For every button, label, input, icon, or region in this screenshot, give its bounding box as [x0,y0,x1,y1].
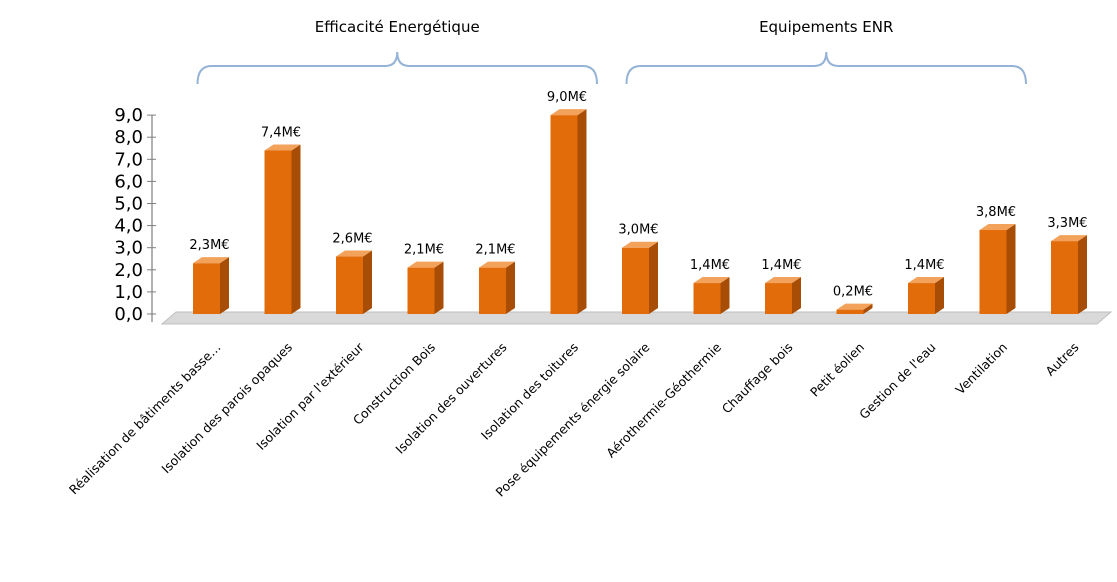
y-tick-label: 8,0 [114,127,143,148]
category-group: Equipements ENR [625,18,1027,85]
x-axis-labels: Réalisation de bâtiments basse…Isolation… [66,339,1082,500]
group-label: Efficacité Energétique [315,18,480,36]
bar-side [363,250,372,314]
bar-front [407,267,435,314]
bar [908,277,944,314]
x-tick-label: Ventilation [952,340,1010,398]
bar-top [264,144,301,151]
bar [693,277,730,314]
bar-side [720,277,730,314]
data-label: 3,3M€ [1047,216,1087,231]
bar-side [434,261,444,314]
bar-front [765,283,792,314]
bar-side [577,109,587,314]
bar-top [622,241,658,248]
data-label: 3,0M€ [618,223,658,238]
bar-top [979,224,1016,231]
y-tick-label: 6,0 [114,171,143,192]
data-label: 3,8M€ [976,205,1016,220]
y-tick-label: 3,0 [114,238,143,259]
x-tick-label: Gestion de l'eau [856,340,938,422]
data-label: 9,0M€ [547,90,587,105]
bar-front [193,263,220,314]
bar-front [693,283,721,314]
bar [765,277,801,314]
group-label: Equipements ENR [759,18,893,36]
bar-top [693,277,730,284]
bar-side [935,277,944,314]
y-tick-label: 1,0 [114,282,143,303]
bar [1051,235,1087,314]
data-label: 2,3M€ [189,238,229,253]
bar [407,261,444,314]
bar-front [979,230,1007,314]
x-tick-label: Autres [1042,340,1081,379]
bar-top [908,277,944,284]
x-tick-label: Isolation des parois opaques [158,340,295,477]
bar-front [479,267,506,314]
bar-front [1051,241,1078,314]
bar-top [765,277,801,284]
bar-front [336,256,363,314]
bar [979,224,1016,314]
bar-front [264,150,292,314]
bar-front [550,115,578,314]
category-groups: Efficacité Energétique Equipements ENR [196,18,1027,85]
bar-side [506,261,515,314]
data-label: 2,1M€ [475,243,515,258]
y-tick-label: 5,0 [114,194,143,215]
data-label: 2,1M€ [404,243,444,258]
bars [193,109,1087,314]
group-brace [625,51,1027,85]
bar-front [836,309,864,314]
x-tick-label: Aérothermie-Géothermie [603,339,724,460]
data-label: 7,4M€ [261,125,301,140]
data-label: 1,4M€ [904,258,944,273]
bar [336,250,372,314]
data-labels: 2,3M€ 7,4M€ 2,6M€ 2,1M€ 2,1M€ 9,0M€ 3,0M€ 1,4M€… [189,90,1087,299]
chart-floor [160,311,1113,325]
bar [622,241,658,314]
x-tick-label: Pose équipements énergie solaire [493,339,653,499]
bar [264,144,301,314]
data-label: 0,2M€ [833,285,873,300]
bar [836,303,873,314]
y-tick-label: 7,0 [114,149,143,170]
data-label: 1,4M€ [690,258,730,273]
x-tick-label: Chauffage bois [719,340,796,417]
bar-side [1006,224,1016,314]
bar-side [291,144,301,314]
bar-top [336,250,372,257]
bar-top [836,303,873,310]
y-tick-label: 9,0 [114,105,143,126]
group-brace [196,51,598,85]
y-axis: 0,01,02,03,04,05,06,07,08,09,0 [114,105,156,325]
bar-front [622,247,649,314]
bar [479,261,515,314]
bar-top [550,109,587,116]
data-label: 1,4M€ [761,258,801,273]
y-tick-label: 0,0 [114,304,143,325]
bar-top [1051,235,1087,242]
bar-top [193,257,229,264]
x-tick-label: Petit éolien [807,340,867,400]
x-tick-label: Réalisation de bâtiments basse… [66,340,224,498]
data-label: 2,6M€ [332,232,372,247]
bar [193,257,229,314]
y-tick-label: 4,0 [114,216,143,237]
bar-side [863,303,873,314]
bar-top [407,261,444,268]
bar-side [220,257,229,314]
bar-top [479,261,515,268]
category-group: Efficacité Energétique [196,18,598,85]
bar-side [649,241,658,314]
bar-side [792,277,801,314]
floor-plane [160,311,1113,325]
bar-side [1078,235,1087,314]
y-tick-label: 2,0 [114,260,143,281]
bar [550,109,587,314]
bar-front [908,283,935,314]
